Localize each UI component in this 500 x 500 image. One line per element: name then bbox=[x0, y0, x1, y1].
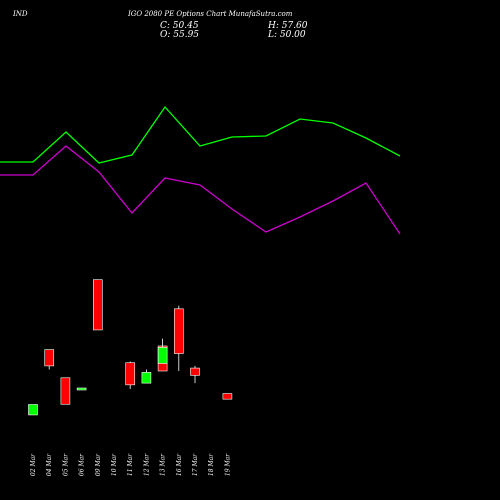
header-subtitle: IGO 2080 PE Options Chart MunafaSutra.co… bbox=[127, 10, 293, 18]
x-tick-label: 13 Mar bbox=[160, 453, 167, 476]
candle-body bbox=[141, 372, 152, 384]
x-tick-label: 06 Mar bbox=[79, 453, 86, 476]
header-open: O: 55.95 bbox=[160, 30, 199, 40]
header-low: L: 50.00 bbox=[267, 30, 306, 40]
candle-05-mar bbox=[60, 377, 71, 405]
x-tick-label: 09 Mar bbox=[95, 453, 102, 476]
x-tick-label: 04 Mar bbox=[46, 453, 53, 476]
header-close: C: 50.45 bbox=[160, 21, 199, 31]
x-tick-label: 12 Mar bbox=[143, 453, 150, 476]
x-tick-label: 02 Mar bbox=[30, 453, 37, 476]
candle-body bbox=[125, 362, 135, 386]
candles bbox=[28, 279, 233, 416]
x-tick-label: 17 Mar bbox=[192, 453, 199, 476]
candle-body bbox=[60, 377, 71, 405]
candle-body bbox=[28, 404, 38, 416]
candle-17-mar bbox=[190, 365, 200, 384]
x-axis-ticks: 02 Mar 04 Mar 05 Mar 06 Mar 09 Mar 10 Mar 11 M… bbox=[30, 453, 231, 476]
candle-body bbox=[93, 279, 103, 331]
x-tick-label: 16 Mar bbox=[176, 453, 183, 476]
candle-body bbox=[157, 347, 168, 364]
candle-19-mar bbox=[222, 393, 233, 400]
candle-body bbox=[222, 393, 233, 400]
candle-02-mar bbox=[28, 404, 38, 416]
indicator-line-2 bbox=[0, 145, 401, 235]
candle-body bbox=[76, 387, 87, 391]
candle-04-mar bbox=[44, 349, 55, 370]
candle-body bbox=[44, 349, 55, 367]
candle-09-mar bbox=[93, 279, 103, 331]
indicator-lines bbox=[0, 105, 401, 235]
x-tick-label: 19 Mar bbox=[224, 453, 231, 476]
x-tick-label: 18 Mar bbox=[208, 453, 215, 476]
candle-16-mar bbox=[174, 305, 184, 371]
candle-06-mar bbox=[76, 387, 87, 391]
header-high: H: 57.60 bbox=[267, 21, 308, 31]
candle-body bbox=[174, 308, 184, 354]
indicator-line-1 bbox=[0, 105, 401, 164]
header-symbol: IND bbox=[12, 10, 28, 18]
candle-body bbox=[190, 367, 200, 376]
candle-12-mar bbox=[141, 369, 152, 384]
x-tick-label: 05 Mar bbox=[62, 453, 69, 476]
candle-15-mar bbox=[157, 338, 168, 364]
x-tick-label: 10 Mar bbox=[111, 453, 118, 476]
x-tick-label: 11 Mar bbox=[127, 453, 134, 476]
candle-11-mar bbox=[125, 361, 135, 389]
